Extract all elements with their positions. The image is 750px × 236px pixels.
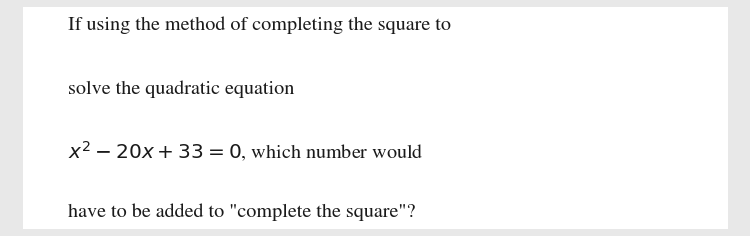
- FancyBboxPatch shape: [22, 7, 728, 229]
- Text: have to be added to "complete the square"?: have to be added to "complete the square…: [68, 203, 415, 221]
- Text: solve the quadratic equation: solve the quadratic equation: [68, 80, 294, 98]
- Text: If using the method of completing the square to: If using the method of completing the sq…: [68, 17, 451, 34]
- Text: $x^2 - 20x + 33 = 0$, which number would: $x^2 - 20x + 33 = 0$, which number would: [68, 139, 423, 164]
